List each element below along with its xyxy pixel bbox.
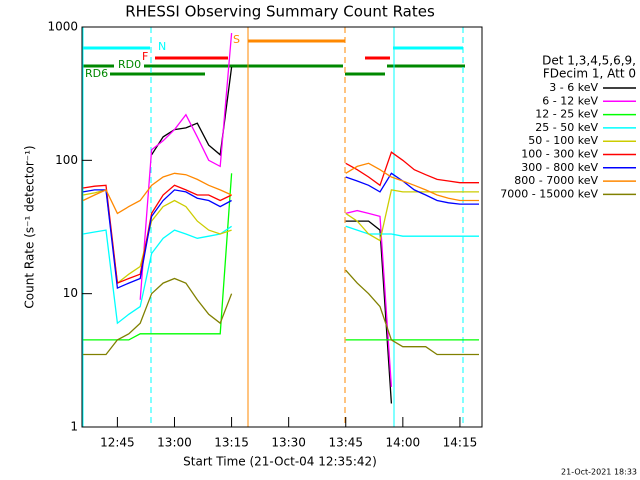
legend-label: 300 - 800 keV [521,161,598,174]
y-tick-label: 1000 [47,20,78,34]
legend-label: 800 - 7000 keV [514,174,598,187]
legend-label: 6 - 12 keV [542,94,598,107]
y-tick-label: 100 [55,153,78,167]
y-axis-label: Count Rate (s⁻¹ detector⁻¹) [23,145,37,308]
legend-header: Det 1,3,4,5,6,9, [542,54,636,68]
chart-title: RHESSI Observing Summary Count Rates [125,3,435,21]
x-tick-label: 13:45 [328,436,363,450]
annotation: N [158,40,166,53]
footer: 21-Oct-2021 18:33 [561,468,637,477]
legend-label: 25 - 50 keV [535,121,598,134]
y-tick-label: 1 [70,420,78,434]
x-tick-label: 13:30 [271,436,306,450]
x-tick-label: 14:00 [386,436,421,450]
series-line [139,33,393,387]
legend-label: 12 - 25 keV [535,108,598,121]
legend-header: FDecim 1, Att 0 [543,67,636,81]
series-line [82,172,479,290]
legend-label: 7000 - 15000 keV [500,187,598,200]
annotation: RD0 [118,58,141,71]
x-axis-label: Start Time (21-Oct-04 12:35:42) [183,455,377,469]
x-tick-label: 13:00 [157,436,192,450]
x-tick-label: 13:15 [214,436,249,450]
legend-label: 3 - 6 keV [549,81,598,94]
series-line [83,269,479,356]
plot-frame [81,26,483,428]
annotation: S [233,33,240,46]
annotation: RD6 [85,67,108,80]
x-tick-label: 14:15 [443,436,478,450]
series-line [82,162,479,215]
y-tick-label: 10 [63,286,78,300]
legend-label: 100 - 300 keV [521,148,598,161]
legend-label: 50 - 100 keV [528,134,598,147]
annotation: F [142,50,148,63]
annotation-bars [82,39,465,76]
series-line [83,173,479,341]
x-tick-label: 12:45 [100,436,135,450]
